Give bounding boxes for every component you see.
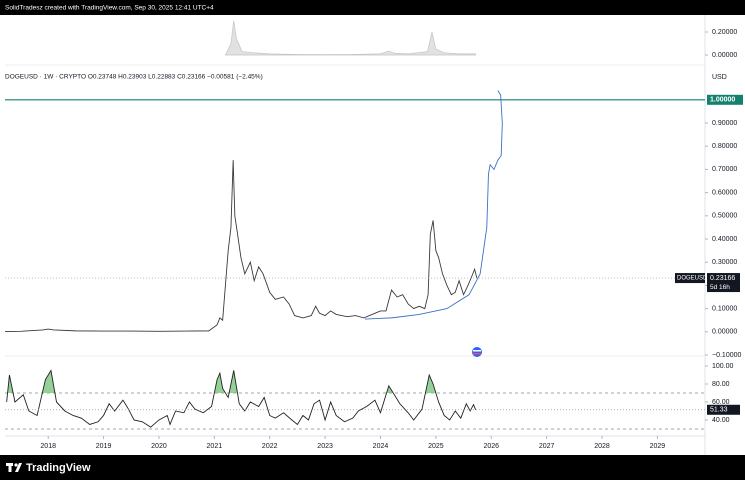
- y-tick-label: 60.00: [712, 399, 730, 406]
- y-tick-label: 0.80000: [712, 143, 737, 150]
- x-tick-label: 2023: [317, 443, 333, 450]
- y-tick-label: 40.00: [712, 417, 730, 424]
- y-tick-label: 0.10000: [712, 305, 737, 312]
- flag-icon: [472, 347, 482, 357]
- last-value-tag: [707, 273, 740, 293]
- last-value-label: 0.23166: [710, 275, 735, 282]
- y-tick-label: 0.20000: [712, 29, 737, 36]
- header-text: SolidTradesz created with TradingView.co…: [5, 5, 214, 12]
- x-tick-label: 2022: [262, 443, 278, 450]
- x-tick-label: 2026: [483, 443, 499, 450]
- x-tick-label: 2020: [151, 443, 167, 450]
- y-tick-label: 80.00: [712, 381, 730, 388]
- y-tick-label: 0.70000: [712, 166, 737, 173]
- last-value-tag: [707, 404, 740, 415]
- x-tick-label: 2029: [650, 443, 666, 450]
- series-line: [6, 369, 477, 428]
- y-tick-label: −0.10000: [712, 352, 741, 359]
- currency-label: USD: [712, 74, 727, 81]
- x-tick-label: 2027: [539, 443, 555, 450]
- x-tick-label: 2025: [428, 443, 444, 450]
- y-tick-label: 0.60000: [712, 189, 737, 196]
- level-tag-label: 1.00000: [710, 97, 735, 104]
- x-tick-label: 2028: [594, 443, 610, 450]
- y-tick-label: 0.90000: [712, 120, 737, 127]
- y-tick-label: 0.40000: [712, 236, 737, 243]
- footer-bar: [0, 455, 745, 480]
- legend-text: DOGEUSD · 1W · CRYPTO O0.23748 H0.23903 …: [5, 74, 263, 81]
- y-tick-label: 0.00000: [712, 329, 737, 336]
- symbol-tag: [675, 273, 705, 284]
- x-tick-label: 2019: [96, 443, 112, 450]
- symbol-tag-label: DOGEUSD: [677, 276, 708, 282]
- countdown-label: 5d 16h: [710, 284, 730, 291]
- series-area: [224, 20, 477, 56]
- x-tick-label: 2021: [207, 443, 223, 450]
- level-tag: [707, 94, 743, 105]
- x-tick-label: 2024: [373, 443, 389, 450]
- y-tick-label: 0.50000: [712, 213, 737, 220]
- series-line: [364, 90, 503, 320]
- x-tick-label: 2018: [40, 443, 56, 450]
- y-tick-label: 100.00: [712, 363, 734, 370]
- series-line: [5, 160, 478, 333]
- y-tick-label: 0.30000: [712, 259, 737, 266]
- footer-logo: [6, 463, 22, 472]
- footer-brand: TradingView: [26, 462, 91, 474]
- y-tick-label: 0.00000: [712, 52, 737, 59]
- overbought-fill: [7, 370, 436, 393]
- last-value-label: 51.33: [710, 407, 728, 414]
- header-bar: [0, 0, 745, 15]
